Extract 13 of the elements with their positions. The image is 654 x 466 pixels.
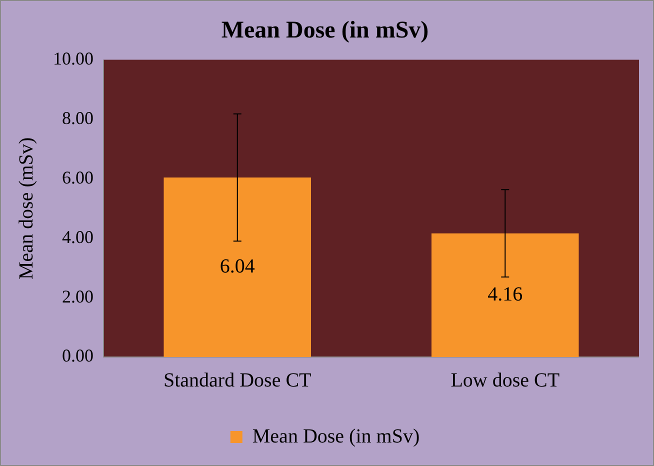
y-tick-label: 0.00 bbox=[62, 346, 94, 366]
data-label: 6.04 bbox=[220, 255, 255, 278]
x-tick-label: Low dose CT bbox=[450, 369, 560, 392]
data-label: 4.16 bbox=[488, 283, 523, 306]
y-tick-label: 2.00 bbox=[62, 286, 94, 306]
legend-label: Mean Dose (in mSv) bbox=[252, 425, 420, 448]
y-tick-label: 8.00 bbox=[62, 108, 94, 128]
y-axis-title: Mean dose (mSv) bbox=[15, 137, 38, 280]
chart-title: Mean Dose (in mSv) bbox=[221, 18, 429, 44]
y-tick-label: 10.00 bbox=[53, 48, 94, 69]
y-tick-label: 4.00 bbox=[62, 226, 94, 247]
y-tick-label: 6.00 bbox=[62, 167, 94, 188]
x-tick-label: Standard Dose CT bbox=[163, 369, 312, 392]
